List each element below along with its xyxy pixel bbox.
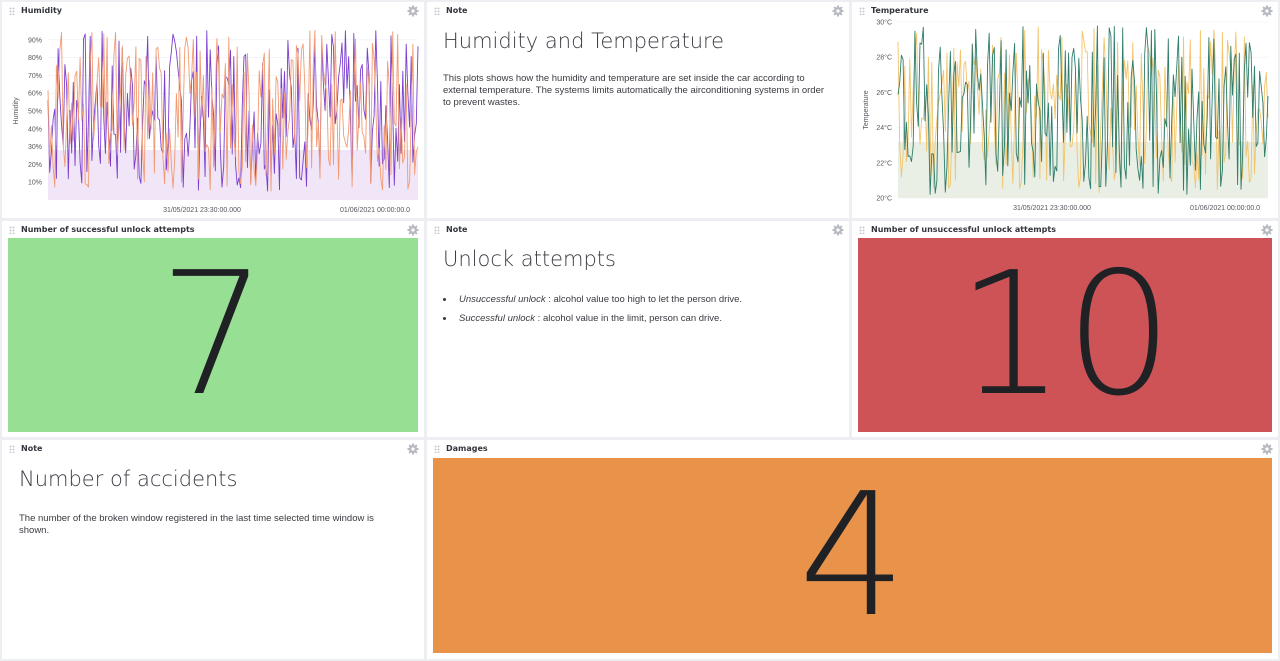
y-tick-label: 28°C xyxy=(876,54,892,62)
temperature-panel: Temperature 20°C 22°C 24°C 26°C 28°C 30°C Temp… xyxy=(852,2,1278,218)
panel-title: Temperature xyxy=(871,6,929,15)
y-tick-label: 20°C xyxy=(876,195,892,203)
y-axis-label: Humidity xyxy=(13,97,20,125)
note-panel-unlock-attempts: Note Unlock attempts xyxy=(427,221,849,437)
panel-title: Note xyxy=(446,6,468,15)
list-item: Unsuccessful unlock : alcohol value too … xyxy=(443,294,742,305)
drag-handle-icon[interactable] xyxy=(434,445,440,453)
bullet-desc: : alcohol value in the limit, person can… xyxy=(535,313,722,324)
note-text: The number of the broken window register… xyxy=(19,513,374,536)
drag-handle-icon[interactable] xyxy=(434,7,440,15)
y-tick-label: 22°C xyxy=(876,159,892,167)
y-tick-label: 80% xyxy=(28,55,42,62)
x-tick-label: 01/06/2021 00:00:00.0 xyxy=(340,207,410,214)
series-area xyxy=(48,150,418,200)
humidity-panel: Humidity 10% 20% 30% 40% 50% 60% 70% 80% 90% Humi… xyxy=(2,2,424,218)
unsuccessful-unlock-panel: Number of unsuccessful unlock attempts 1… xyxy=(852,221,1278,437)
gear-icon[interactable] xyxy=(407,5,419,17)
panel-header: Temperature xyxy=(852,2,1278,20)
series-line xyxy=(897,25,1269,195)
y-tick-label: 90% xyxy=(28,37,42,44)
panel-header: Number of successful unlock attempts xyxy=(2,221,424,239)
successful-unlock-count: 7 xyxy=(8,236,418,434)
y-tick-label: 40% xyxy=(28,126,42,133)
gear-icon[interactable] xyxy=(832,5,844,17)
damages-panel: Damages 4 xyxy=(427,440,1278,659)
temperature-chart: 20°C 22°C 24°C 26°C 28°C 30°C Temperature 31/05… xyxy=(863,19,1269,212)
panel-title: Note xyxy=(21,444,43,453)
panel-title: Note xyxy=(446,225,468,234)
y-tick-label: 30% xyxy=(28,144,42,151)
drag-handle-icon[interactable] xyxy=(859,226,865,234)
gear-icon[interactable] xyxy=(1261,224,1273,236)
y-tick-label: 10% xyxy=(28,180,42,187)
x-tick-label: 31/05/2021 23:30:00.000 xyxy=(163,207,241,214)
damages-count: 4 xyxy=(433,457,1272,655)
note-panel-accidents: Note Number of accidents The number of t… xyxy=(2,440,424,659)
gear-icon[interactable] xyxy=(832,224,844,236)
y-tick-label: 26°C xyxy=(876,89,892,97)
drag-handle-icon[interactable] xyxy=(9,445,15,453)
gear-icon[interactable] xyxy=(1261,5,1273,17)
y-tick-label: 70% xyxy=(28,73,42,80)
note-text: This plots shows how the humidity and te… xyxy=(443,73,825,108)
gear-icon[interactable] xyxy=(407,443,419,455)
note-panel-humidity-temperature: Note Humidity and Temperature This plots… xyxy=(427,2,849,218)
series-line xyxy=(47,29,419,192)
y-tick-label: 30°C xyxy=(876,19,892,27)
drag-handle-icon[interactable] xyxy=(434,226,440,234)
panel-title: Number of successful unlock attempts xyxy=(21,225,195,234)
drag-handle-icon[interactable] xyxy=(9,226,15,234)
note-heading: Unlock attempts xyxy=(443,247,616,271)
list-item: Successful unlock : alcohol value in the… xyxy=(443,313,742,324)
y-tick-label: 20% xyxy=(28,162,42,169)
panel-title: Damages xyxy=(446,444,488,453)
panel-title: Humidity xyxy=(21,6,62,15)
drag-handle-icon[interactable] xyxy=(9,7,15,15)
panel-header: Note xyxy=(427,221,849,239)
unlock-definitions-list: Unsuccessful unlock : alcohol value too … xyxy=(443,294,742,332)
y-tick-label: 60% xyxy=(28,91,42,98)
gear-icon[interactable] xyxy=(407,224,419,236)
x-tick-label: 31/05/2021 23:30:00.000 xyxy=(1013,205,1091,212)
y-tick-label: 50% xyxy=(28,109,42,116)
successful-unlock-panel: Number of successful unlock attempts 7 xyxy=(2,221,424,437)
panel-title: Number of unsuccessful unlock attempts xyxy=(871,225,1056,234)
panel-header: Note xyxy=(427,2,849,20)
note-heading: Humidity and Temperature xyxy=(443,29,725,53)
bullet-desc: : alcohol value too high to let the pers… xyxy=(545,294,743,305)
humidity-chart: 10% 20% 30% 40% 50% 60% 70% 80% 90% Humidity 31/05… xyxy=(13,29,419,214)
gear-icon[interactable] xyxy=(1261,443,1273,455)
unsuccessful-unlock-count: 10 xyxy=(858,236,1272,434)
bullet-term: Unsuccessful unlock xyxy=(459,294,546,305)
bullet-term: Successful unlock xyxy=(459,313,536,324)
y-axis-label: Temperature xyxy=(863,90,870,129)
panel-header: Damages xyxy=(427,440,1278,458)
panel-header: Note xyxy=(2,440,424,458)
note-heading: Number of accidents xyxy=(19,467,238,491)
y-tick-label: 24°C xyxy=(876,124,892,132)
panel-header: Number of unsuccessful unlock attempts xyxy=(852,221,1278,239)
x-tick-label: 01/06/2021 00:00:00.0 xyxy=(1190,205,1260,212)
drag-handle-icon[interactable] xyxy=(859,7,865,15)
panel-header: Humidity xyxy=(2,2,424,20)
